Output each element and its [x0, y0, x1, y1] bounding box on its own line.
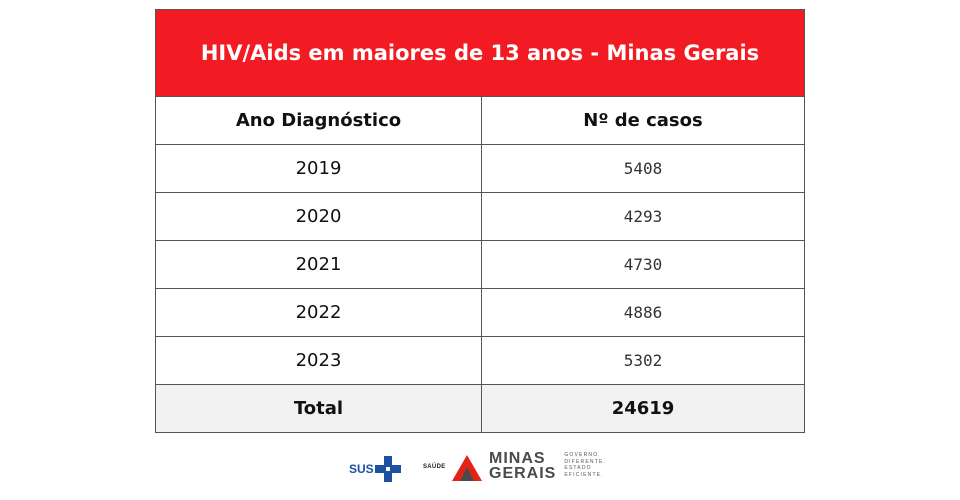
table-row: 2019 5408 — [156, 144, 804, 193]
year-cell: 2020 — [156, 192, 482, 241]
cases-table: HIV/Aids em maiores de 13 anos - Minas G… — [155, 9, 805, 433]
tagline-line: EFICIENTE. — [564, 471, 604, 478]
table-row: 2021 4730 — [156, 240, 804, 289]
table-title: HIV/Aids em maiores de 13 anos - Minas G… — [156, 10, 804, 97]
minas-gerais-logo: MINAS GERAIS GOVERNO DIFERENTE. ESTADO E… — [451, 451, 612, 483]
total-label: Total — [156, 384, 482, 432]
data-table: Ano Diagnóstico Nº de casos 2019 5408 20… — [156, 97, 804, 432]
year-cell: 2023 — [156, 336, 482, 385]
saude-label: SAÚDE — [423, 464, 446, 470]
header-row: Ano Diagnóstico Nº de casos — [156, 97, 804, 145]
table-row: 2022 4886 — [156, 288, 804, 337]
total-row: Total 24619 — [156, 384, 804, 432]
tagline-line: DIFERENTE. — [564, 458, 607, 465]
total-value: 24619 — [481, 384, 804, 432]
year-cell: 2022 — [156, 288, 482, 337]
table-row: 2023 5302 — [156, 336, 804, 385]
cases-cell: 4730 — [481, 240, 804, 289]
tagline-line: ESTADO — [564, 465, 592, 471]
column-header-year: Ano Diagnóstico — [156, 97, 482, 145]
minas-gerais-name: MINAS GERAIS — [489, 450, 557, 482]
sus-logo: SUS — [349, 456, 401, 482]
minas-gerais-tagline: GOVERNO DIFERENTE. ESTADO EFICIENTE. — [564, 452, 612, 478]
year-cell: 2019 — [156, 144, 482, 193]
mg-name-line2: GERAIS — [489, 465, 557, 482]
column-header-cases: Nº de casos — [481, 97, 804, 145]
cases-cell: 5302 — [481, 336, 804, 385]
sus-cross-icon — [374, 456, 401, 482]
table-row: 2020 4293 — [156, 192, 804, 241]
tagline-line: GOVERNO — [564, 452, 599, 458]
year-cell: 2021 — [156, 240, 482, 289]
cases-cell: 4293 — [481, 192, 804, 241]
footer-logos: SUS SAÚDE MINAS GERAIS GOVERNO DIFERENTE… — [0, 450, 960, 490]
mg-name-line1: MINAS — [489, 450, 546, 467]
minas-gerais-triangle-icon — [452, 455, 482, 481]
cases-cell: 5408 — [481, 144, 804, 193]
sus-text: SUS — [349, 462, 374, 476]
cases-cell: 4886 — [481, 288, 804, 337]
